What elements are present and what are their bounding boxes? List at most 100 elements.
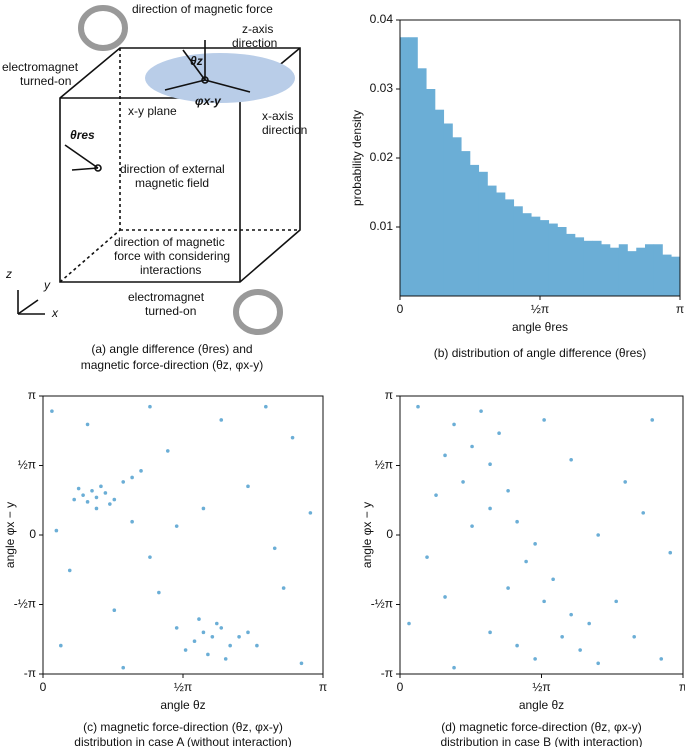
y-tick-label: 0.02 xyxy=(370,150,394,164)
y-tick-label: ½π xyxy=(375,458,393,472)
point xyxy=(452,422,456,427)
point xyxy=(533,657,537,661)
label: direction of magnetic xyxy=(114,235,225,249)
point xyxy=(641,511,646,515)
x-axis-label: angle θz xyxy=(160,698,205,712)
point xyxy=(108,502,112,506)
bar xyxy=(540,220,550,296)
x-tick-label: 0 xyxy=(40,680,47,694)
proj-arrow xyxy=(164,79,206,91)
y-axis-label: probability density xyxy=(350,110,364,206)
point xyxy=(542,599,546,604)
x-tick-label: 0 xyxy=(397,680,404,694)
label: x-y plane xyxy=(128,104,177,118)
point xyxy=(281,586,286,590)
point xyxy=(219,626,224,630)
bar xyxy=(583,240,593,296)
bar xyxy=(592,240,602,296)
cube-edge xyxy=(59,229,121,283)
label: electromagnet xyxy=(128,290,205,304)
y-tick-label: π xyxy=(385,388,393,402)
caption: magnetic force-direction (θz, φx-y) xyxy=(81,358,264,372)
label: y xyxy=(43,278,51,292)
bar xyxy=(478,171,488,296)
point xyxy=(659,657,664,661)
label: x-axis xyxy=(262,109,293,123)
point xyxy=(121,665,126,670)
bar xyxy=(426,89,436,296)
label: direction of magnetic force xyxy=(132,2,273,16)
y-tick-label: 0.03 xyxy=(370,81,394,95)
point xyxy=(157,590,161,595)
point xyxy=(174,626,179,630)
label: θres xyxy=(70,128,95,142)
x-tick-label: π xyxy=(676,302,684,316)
bar xyxy=(566,233,576,296)
x-tick-label: π xyxy=(319,680,327,694)
x-arrow xyxy=(204,79,251,93)
point xyxy=(506,488,510,493)
bar xyxy=(627,251,637,296)
bar xyxy=(513,206,523,296)
point xyxy=(94,506,99,511)
point xyxy=(219,418,224,422)
point xyxy=(596,533,600,537)
origin xyxy=(201,76,209,84)
point xyxy=(425,555,429,559)
axes-frame xyxy=(42,395,324,675)
y-tick-label: ½π xyxy=(18,458,36,472)
bar xyxy=(487,185,497,296)
label: force with considering xyxy=(114,249,230,263)
label: z xyxy=(5,267,12,281)
x-axis-label: angle θres xyxy=(512,320,568,334)
point xyxy=(506,586,510,590)
label: turned-on xyxy=(20,74,71,88)
y-tick-label: 0 xyxy=(386,527,393,541)
point xyxy=(54,528,59,533)
point xyxy=(308,511,313,515)
point xyxy=(112,608,117,613)
point xyxy=(434,493,438,497)
point xyxy=(192,639,197,643)
x-tick-label: 0 xyxy=(397,302,404,316)
point xyxy=(452,665,456,670)
point xyxy=(246,630,250,635)
label: magnetic field xyxy=(135,176,209,190)
y-tick-label: 0.01 xyxy=(370,219,394,233)
xy-plane xyxy=(145,53,295,103)
bar xyxy=(557,227,567,296)
bar xyxy=(653,244,663,296)
point xyxy=(272,546,277,551)
point xyxy=(85,500,90,504)
point xyxy=(81,493,85,497)
x-tick-label: π xyxy=(679,680,685,694)
bar xyxy=(400,37,410,296)
axes-frame xyxy=(399,395,684,675)
label: electromagnet xyxy=(2,60,79,74)
axis-y xyxy=(17,299,39,315)
bar xyxy=(470,164,480,296)
caption: (d) magnetic force-direction (θz, φx-y) xyxy=(441,720,642,734)
bar xyxy=(531,216,541,296)
x-tick-label: ½π xyxy=(532,680,550,694)
label: φx-y xyxy=(195,94,222,108)
bar xyxy=(601,244,611,296)
point xyxy=(290,435,295,440)
point xyxy=(255,643,259,648)
point xyxy=(72,497,76,502)
point xyxy=(59,643,63,648)
point xyxy=(488,630,492,635)
point xyxy=(148,555,152,559)
label: x xyxy=(51,306,59,320)
diagram-labels: direction of magnetic force z-axis direc… xyxy=(2,2,307,372)
point xyxy=(470,524,474,528)
point xyxy=(524,559,528,564)
caption: (a) angle difference (θres) and xyxy=(91,342,252,356)
bar xyxy=(636,247,646,296)
caption: distribution in case B (with interaction… xyxy=(440,735,642,747)
point xyxy=(650,418,655,422)
point xyxy=(416,404,420,409)
bar xyxy=(417,68,427,296)
point xyxy=(237,634,241,639)
